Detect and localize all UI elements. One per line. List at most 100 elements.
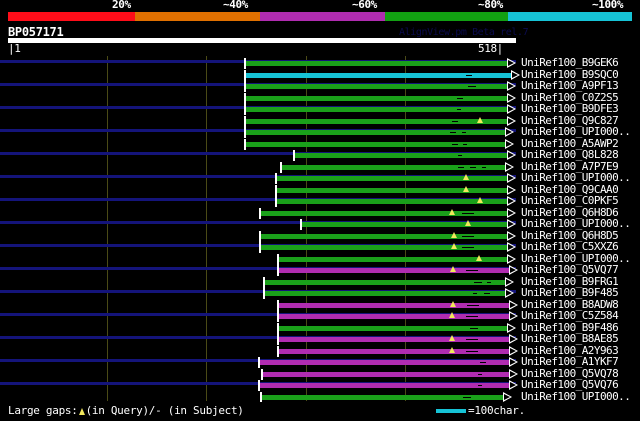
hsp-bar[interactable] (295, 153, 507, 158)
hsp-sequence-label[interactable]: UniRef100_A7P7E9 (521, 160, 619, 173)
hsp-sequence-label[interactable]: UniRef100_C5XXZ6 (521, 240, 619, 253)
hsp-bar[interactable] (261, 211, 507, 216)
hsp-sequence-label[interactable]: UniRef100_UPI000.. (521, 125, 631, 138)
gap-in-subject (462, 247, 474, 248)
hsp-bar[interactable] (277, 188, 507, 193)
hsp-row[interactable]: UniRef100_B9SQC0 (0, 68, 640, 81)
gap-in-subject (466, 339, 478, 340)
hsp-sequence-label[interactable]: UniRef100_A1YKF7 (521, 355, 619, 368)
hsp-bar[interactable] (262, 395, 503, 400)
hsp-sequence-label[interactable]: UniRef100_B9GEK6 (521, 56, 619, 69)
hsp-bar[interactable] (246, 142, 505, 147)
hsp-row[interactable]: UniRef100_A9PF13 (0, 79, 640, 92)
hsp-bar[interactable] (261, 245, 507, 250)
hsp-sequence-label[interactable]: UniRef100_A2Y963 (521, 344, 619, 357)
hsp-row[interactable]: UniRef100_B8AE85 (0, 332, 640, 345)
hsp-bar[interactable] (279, 337, 509, 342)
hsp-sequence-label[interactable]: UniRef100_UPI000.. (521, 171, 631, 184)
hsp-row[interactable]: UniRef100_A7P7E9 (0, 160, 640, 173)
hsp-sequence-label[interactable]: UniRef100_UPI000.. (521, 390, 631, 403)
hsp-row[interactable]: UniRef100_Q9C827 (0, 114, 640, 127)
hsp-row[interactable]: UniRef100_UPI000.. (0, 390, 640, 403)
hsp-sequence-label[interactable]: UniRef100_C0Z2S5 (521, 91, 619, 104)
hsp-bar[interactable] (263, 372, 509, 377)
hsp-sequence-label[interactable]: UniRef100_UPI000.. (521, 252, 631, 265)
hsp-sequence-label[interactable]: UniRef100_B9F485 (521, 286, 619, 299)
hsp-row[interactable]: UniRef100_C0PKF5 (0, 194, 640, 207)
hsp-bar[interactable] (246, 84, 507, 89)
hsp-bar[interactable] (260, 383, 509, 388)
hsp-bar[interactable] (246, 130, 505, 135)
hsp-row[interactable]: UniRef100_UPI000.. (0, 217, 640, 230)
hsp-sequence-label[interactable]: UniRef100_Q6H8D6 (521, 206, 619, 219)
hsp-sequence-label[interactable]: UniRef100_Q5VQ76 (521, 378, 619, 391)
hsp-row[interactable]: UniRef100_A1YKF7 (0, 355, 640, 368)
hsp-bar[interactable] (279, 303, 509, 308)
hsp-sequence-label[interactable]: UniRef100_Q6H8D5 (521, 229, 619, 242)
hsp-arrow-inner (508, 244, 514, 250)
hsp-row[interactable]: UniRef100_B9F485 (0, 286, 640, 299)
hsp-row[interactable]: UniRef100_B9GEK6 (0, 56, 640, 69)
hsp-row[interactable]: UniRef100_Q9CAA0 (0, 183, 640, 196)
hsp-row[interactable]: UniRef100_B9FRG1 (0, 275, 640, 288)
hsp-row[interactable]: UniRef100_A2Y963 (0, 344, 640, 357)
hsp-bar[interactable] (279, 257, 507, 262)
hsp-bar[interactable] (261, 234, 507, 239)
scale-legend: =100char. (468, 404, 525, 417)
hsp-row[interactable]: UniRef100_Q5VQ76 (0, 378, 640, 391)
hsp-row[interactable]: UniRef100_Q8L828 (0, 148, 640, 161)
hsp-sequence-label[interactable]: UniRef100_C0PKF5 (521, 194, 619, 207)
hsp-sequence-label[interactable]: UniRef100_Q9C827 (521, 114, 619, 127)
hsp-bar[interactable] (277, 199, 507, 204)
hsp-bar[interactable] (265, 291, 505, 296)
hsp-start-tick (244, 104, 246, 115)
hsp-bar[interactable] (279, 326, 507, 331)
hsp-bar[interactable] (277, 176, 507, 181)
hsp-bar[interactable] (282, 165, 505, 170)
gap-in-subject (470, 167, 476, 168)
hsp-row[interactable]: UniRef100_UPI000.. (0, 252, 640, 265)
hsp-sequence-label[interactable]: UniRef100_B8ADW8 (521, 298, 619, 311)
hsp-row[interactable]: UniRef100_Q6H8D6 (0, 206, 640, 219)
hsp-sequence-label[interactable]: UniRef100_Q5VQ78 (521, 367, 619, 380)
hsp-row[interactable]: UniRef100_C5Z584 (0, 309, 640, 322)
hsp-row[interactable]: UniRef100_UPI000.. (0, 125, 640, 138)
hsp-bar[interactable] (265, 280, 505, 285)
hsp-row[interactable]: UniRef100_UPI000.. (0, 171, 640, 184)
hsp-bar[interactable] (279, 314, 509, 319)
hsp-sequence-label[interactable]: UniRef100_Q8L828 (521, 148, 619, 161)
hsp-sequence-label[interactable]: UniRef100_A5AWP2 (521, 137, 619, 150)
hsp-row[interactable]: UniRef100_Q5VQ78 (0, 367, 640, 380)
hsp-bar[interactable] (279, 268, 509, 273)
hsp-sequence-label[interactable]: UniRef100_A9PF13 (521, 79, 619, 92)
hsp-row[interactable]: UniRef100_B8ADW8 (0, 298, 640, 311)
hsp-bar[interactable] (246, 73, 511, 78)
hsp-sequence-label[interactable]: UniRef100_C5Z584 (521, 309, 619, 322)
hsp-bar[interactable] (260, 360, 509, 365)
hsp-bar[interactable] (246, 107, 507, 112)
hsp-bar[interactable] (246, 96, 507, 101)
hsp-sequence-label[interactable]: UniRef100_B9SQC0 (521, 68, 619, 81)
hsp-sequence-label[interactable]: UniRef100_B9F486 (521, 321, 619, 334)
hsp-sequence-label[interactable]: UniRef100_Q9CAA0 (521, 183, 619, 196)
hsp-bar[interactable] (279, 349, 509, 354)
hsp-row[interactable]: UniRef100_Q6H8D5 (0, 229, 640, 242)
hsp-bar[interactable] (246, 61, 507, 66)
hsp-sequence-label[interactable]: UniRef100_B8AE85 (521, 332, 619, 345)
hsp-row[interactable]: UniRef100_B9F486 (0, 321, 640, 334)
hsp-bar[interactable] (302, 222, 507, 227)
hsp-sequence-label[interactable]: UniRef100_Q5VQ77 (521, 263, 619, 276)
hsp-sequence-label[interactable]: UniRef100_B9DFE3 (521, 102, 619, 115)
hsp-start-tick (259, 242, 261, 253)
hsp-sequence-label[interactable]: UniRef100_UPI000.. (521, 217, 631, 230)
identity-segment-80-100 (508, 12, 632, 21)
hsp-bar[interactable] (246, 119, 507, 124)
hsp-row[interactable]: UniRef100_C5XXZ6 (0, 240, 640, 253)
gap-in-subject (482, 167, 486, 168)
hsp-sequence-label[interactable]: UniRef100_B9FRG1 (521, 275, 619, 288)
hsp-row[interactable]: UniRef100_Q5VQ77 (0, 263, 640, 276)
hsp-arrow-inner (508, 210, 514, 216)
hsp-row[interactable]: UniRef100_B9DFE3 (0, 102, 640, 115)
hsp-row[interactable]: UniRef100_C0Z2S5 (0, 91, 640, 104)
hsp-row[interactable]: UniRef100_A5AWP2 (0, 137, 640, 150)
